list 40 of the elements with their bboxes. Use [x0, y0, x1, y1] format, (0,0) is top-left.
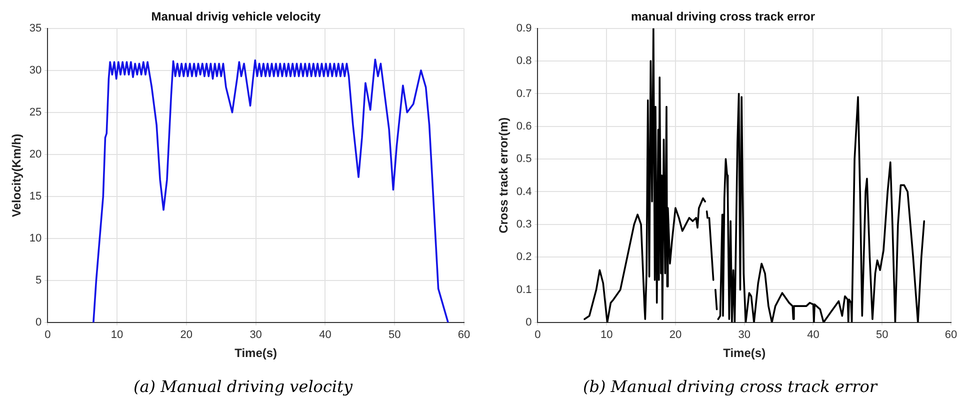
x-tick-label: 0 [44, 329, 51, 342]
y-tick-label: 0.1 [516, 284, 532, 296]
x-tick-label: 40 [319, 329, 332, 342]
y-tick-label: 0.6 [516, 120, 532, 132]
x-tick-label: 60 [944, 329, 958, 342]
x-tick-label: 10 [600, 329, 613, 342]
y-tick-label: 0.3 [516, 218, 532, 230]
x-tick-label: 10 [110, 329, 124, 342]
x-axis-title: Time(s) [234, 346, 278, 360]
y-tick-label: 5 [36, 274, 42, 286]
y-tick-label: 25 [29, 106, 42, 118]
y-tick-label: 35 [29, 22, 42, 34]
y-tick-label: 30 [29, 64, 42, 76]
y-tick-label: 0.8 [516, 55, 532, 68]
text: (a) Manual driving velocity [132, 377, 354, 396]
x-tick-label: 50 [876, 329, 888, 342]
y-tick-label: 0 [526, 316, 532, 328]
x-tick-label: 20 [669, 329, 682, 342]
y-tick-label: 0.9 [516, 22, 532, 34]
y-axis-title: Cross track error(m) [496, 117, 511, 234]
y-tick-label: 0 [36, 316, 42, 328]
y-tick-label: 0.4 [516, 186, 532, 198]
x-tick-label: 20 [180, 329, 193, 342]
y-tick-label: 0.2 [516, 251, 532, 264]
chart-title: manual driving cross track error [630, 10, 816, 24]
text: (b) Manual driving cross track error [582, 377, 879, 396]
y-tick-label: 20 [29, 148, 42, 160]
x-tick-label: 40 [807, 329, 820, 342]
y-tick-label: 0.7 [516, 88, 532, 100]
x-tick-label: 50 [388, 329, 401, 342]
y-tick-label: 10 [29, 232, 42, 244]
x-tick-label: 0 [534, 329, 541, 342]
x-tick-label: 60 [458, 329, 470, 342]
x-tick-label: 30 [250, 329, 262, 342]
y-axis-title: Velocity(Km/h) [10, 134, 24, 218]
chart-title: Manual drivig vehicle velocity [151, 10, 322, 24]
x-axis-title: Time(s) [723, 346, 766, 360]
y-tick-label: 0.5 [516, 153, 532, 166]
x-tick-label: 30 [738, 329, 750, 342]
y-tick-label: 15 [29, 190, 42, 202]
